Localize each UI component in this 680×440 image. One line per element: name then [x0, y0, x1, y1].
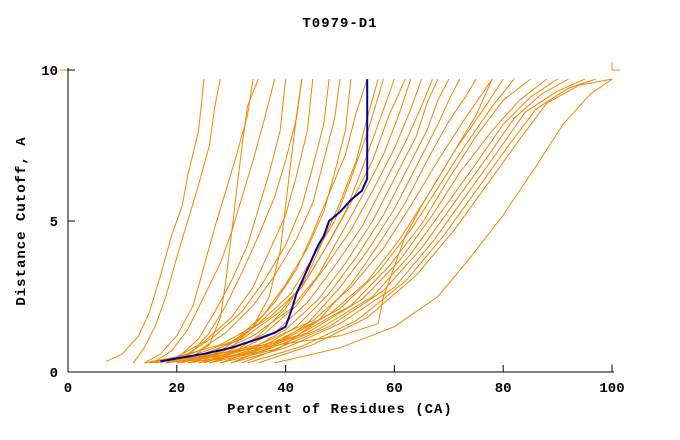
model-curve [144, 78, 384, 364]
x-tick-label: 0 [64, 381, 72, 397]
y-tick-label: 0 [50, 366, 58, 382]
model-curve [203, 78, 379, 364]
y-tick-label: 5 [50, 215, 58, 231]
model-curve [231, 78, 586, 364]
x-tick-label: 20 [168, 381, 185, 397]
x-tick-label: 60 [386, 381, 403, 397]
model-curve [176, 78, 493, 361]
model-curve [105, 79, 205, 362]
highlight-curve [160, 79, 369, 363]
model-curve [198, 78, 548, 364]
model-curve [258, 78, 613, 364]
model-curve [149, 78, 493, 364]
model-curve [160, 79, 330, 364]
x-axis-label: Percent of Residues (CA) [227, 402, 453, 418]
model-curve [198, 78, 433, 364]
model-curve [209, 78, 439, 364]
model-curve [171, 79, 341, 362]
model-curve [220, 78, 569, 364]
model-curve [203, 79, 303, 361]
model-curve [176, 79, 303, 364]
model-curve [132, 79, 221, 364]
x-tick-label: 40 [277, 381, 294, 397]
y-tick-label: 10 [41, 64, 58, 80]
model-curve [176, 78, 412, 364]
model-curve [209, 78, 558, 364]
model-curve [231, 78, 461, 364]
x-tick-label: 80 [495, 381, 512, 397]
model-curve [149, 79, 314, 364]
model-curve [187, 78, 259, 361]
model-curve [165, 78, 406, 364]
model-curve [154, 78, 276, 362]
y-axis-label: Distance Cutoff, A [14, 136, 30, 306]
model-curve [165, 78, 504, 364]
model-curve [274, 78, 613, 364]
x-tick-label: 100 [599, 381, 624, 397]
model-curve [247, 78, 596, 364]
model-curve [143, 79, 254, 364]
model-curve [220, 78, 450, 364]
model-curve [165, 79, 287, 364]
model-curve [182, 79, 352, 364]
chart-title: T0979-D1 [302, 16, 378, 32]
model-curve [187, 78, 531, 364]
model-curve [176, 78, 515, 364]
